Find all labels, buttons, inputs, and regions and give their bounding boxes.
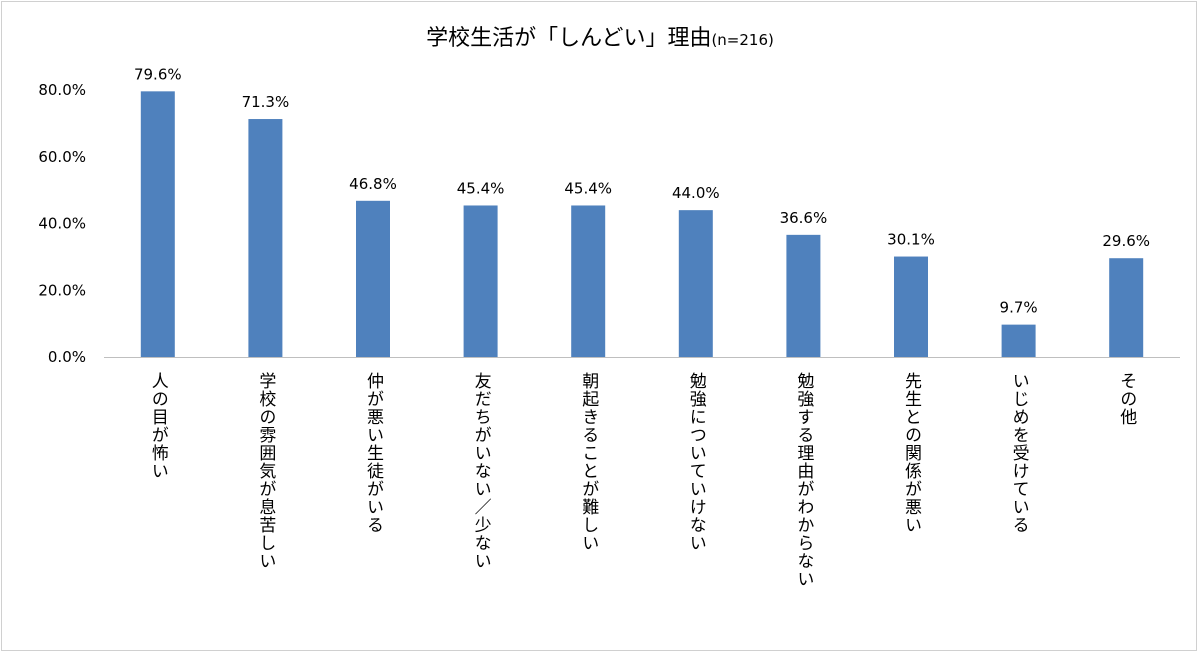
data-label: 9.7% [1000, 299, 1038, 317]
chart-title-main: 学校生活が「しんどい」理由 [426, 26, 712, 51]
y-tick-label: 60.0% [38, 148, 86, 166]
y-tick-label: 20.0% [38, 281, 86, 299]
x-tick-label: 仲が悪い生徒がいる [363, 372, 383, 534]
x-tick-label: 友だちがいない／少ない [470, 372, 491, 570]
bar [571, 205, 606, 357]
bar [786, 234, 821, 357]
bar [1001, 324, 1036, 357]
bar [140, 91, 175, 358]
chart-title: 学校生活が「しんどい」理由(n=216) [0, 20, 1200, 52]
data-label: 46.8% [349, 175, 397, 193]
bar [894, 256, 928, 357]
x-tick-label: 先生との関係が悪い [901, 372, 921, 534]
y-tick-label: 80.0% [38, 81, 86, 99]
y-tick-label: 0.0% [48, 348, 86, 366]
x-tick-label: 人の目が怖い [147, 372, 168, 480]
data-label: 29.6% [1102, 232, 1150, 250]
x-tick-label: いじめを受けている [1008, 372, 1029, 534]
x-tick-label: その他 [1116, 372, 1137, 426]
bar [463, 205, 498, 357]
data-label: 30.1% [887, 231, 935, 249]
bar [356, 200, 390, 357]
x-tick-label: 朝起きることが難しい [578, 372, 599, 552]
data-label: 44.0% [672, 184, 720, 202]
bar [1109, 258, 1144, 357]
bar [248, 119, 283, 357]
x-tick-label: 勉強する理由がわからない [793, 372, 814, 588]
data-label: 45.4% [457, 179, 505, 197]
bar [678, 210, 713, 357]
data-label: 36.6% [780, 209, 828, 227]
data-label: 71.3% [242, 93, 290, 111]
y-tick-label: 40.0% [38, 215, 86, 233]
data-label: 45.4% [564, 179, 612, 197]
x-tick-label: 勉強についていけない [685, 372, 706, 552]
data-label: 79.6% [134, 65, 182, 83]
chart-subtitle: (n=216) [711, 31, 774, 49]
x-tick-label: 学校の雰囲気が息苦しい [255, 372, 276, 570]
